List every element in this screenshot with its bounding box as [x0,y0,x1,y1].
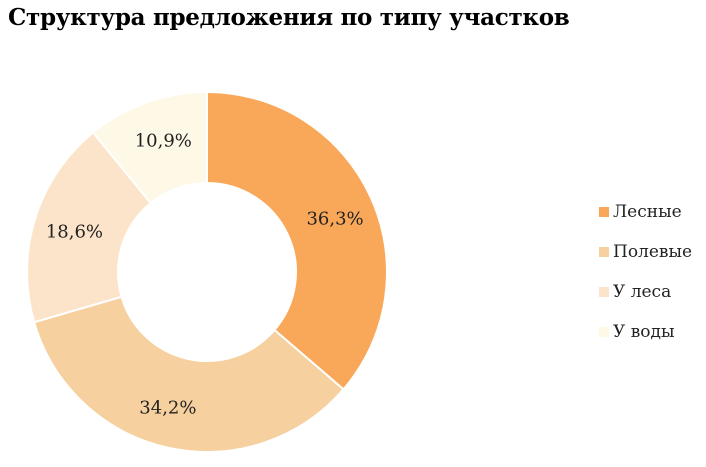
slice-label-lesnye: 36,3% [306,208,363,229]
legend-label: У воды [613,322,675,342]
legend-label: Лесные [613,202,682,222]
donut-slice-u-lesa [26,131,153,324]
donut-slices [26,90,388,453]
legend-item-u-vody: У воды [599,322,692,342]
legend-item-u-lesa: У леса [599,282,692,302]
legend-swatch [599,287,609,297]
slice-label-u-lesa: 18,6% [46,221,103,242]
donut-slice-polevye [32,295,345,453]
legend-item-polevye: Полевые [599,242,692,262]
legend-label: У леса [613,282,672,302]
legend-swatch [599,207,609,217]
slice-labels: 36,3% 34,2% 18,6% 10,9% [46,131,364,419]
chart-title: Структура предложения по типу участков [8,4,570,31]
donut-slice-lesnye [206,90,388,391]
donut-slice-u-vody [91,90,208,205]
legend-item-lesnye: Лесные [599,202,692,222]
legend-swatch [599,327,609,337]
slice-label-polevye: 34,2% [139,397,196,418]
slice-label-u-vody: 10,9% [135,131,192,152]
chart-legend: Лесные Полевые У леса У воды [599,202,692,362]
legend-label: Полевые [613,242,693,262]
legend-swatch [599,247,609,257]
